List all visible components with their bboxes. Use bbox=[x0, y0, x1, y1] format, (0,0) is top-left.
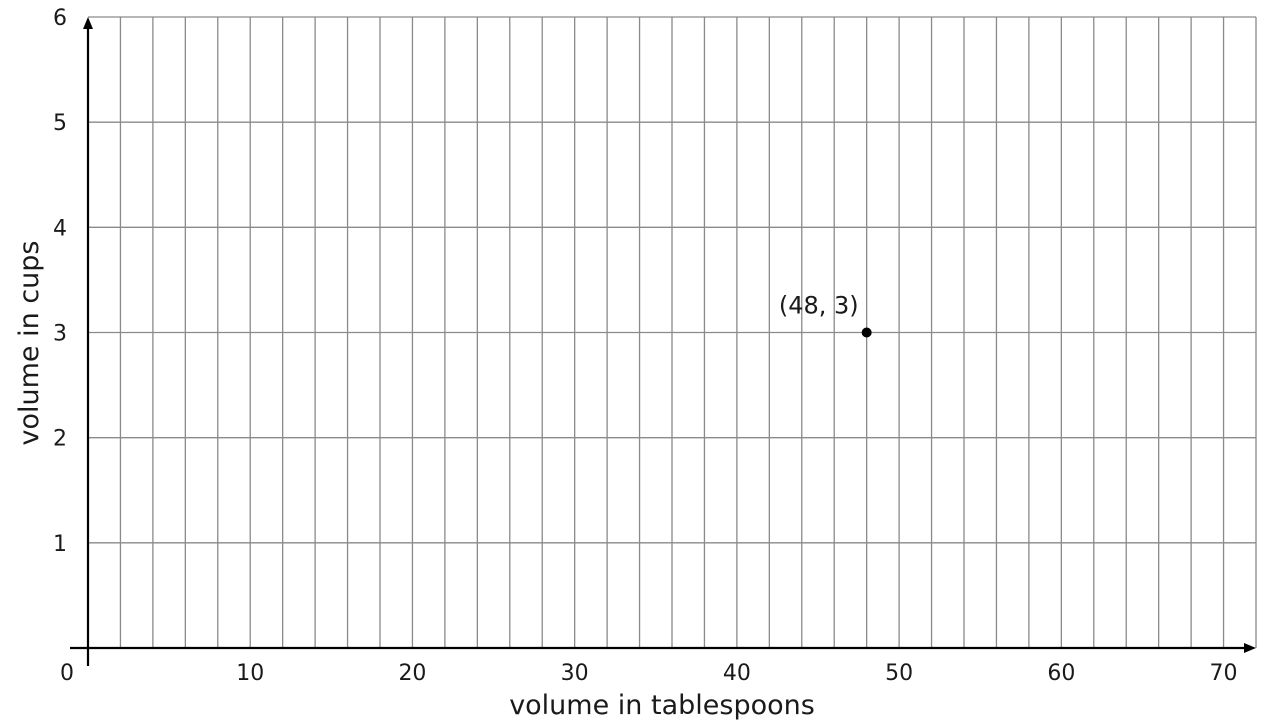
data-point bbox=[861, 327, 872, 338]
y-axis-title: volume in cups bbox=[14, 241, 45, 446]
x-tick-labels: 10 20 30 40 50 60 70 bbox=[236, 661, 1237, 686]
y-tick-labels: 1 2 3 4 5 6 bbox=[53, 6, 67, 557]
horizontal-gridlines bbox=[88, 16, 1256, 544]
x-axis-arrow bbox=[1244, 643, 1256, 653]
y-tick-label: 4 bbox=[53, 216, 67, 241]
y-tick-label: 5 bbox=[53, 111, 67, 136]
y-tick-label: 1 bbox=[53, 532, 67, 557]
x-tick-label: 50 bbox=[885, 661, 913, 686]
axes bbox=[70, 17, 1256, 666]
y-tick-label: 2 bbox=[53, 427, 67, 452]
y-tick-label: 6 bbox=[53, 6, 67, 31]
x-tick-label: 60 bbox=[1047, 661, 1075, 686]
origin-label: 0 bbox=[60, 661, 74, 686]
x-tick-label: 70 bbox=[1210, 661, 1238, 686]
y-tick-label: 3 bbox=[53, 322, 67, 347]
x-tick-label: 10 bbox=[236, 661, 264, 686]
x-tick-label: 40 bbox=[723, 661, 751, 686]
x-tick-label: 30 bbox=[561, 661, 589, 686]
x-axis-title: volume in tablespoons bbox=[509, 690, 815, 721]
x-tick-label: 20 bbox=[398, 661, 426, 686]
y-axis-arrow bbox=[83, 17, 93, 29]
data-points: (48, 3) bbox=[779, 292, 872, 338]
data-point-label: (48, 3) bbox=[779, 292, 859, 320]
